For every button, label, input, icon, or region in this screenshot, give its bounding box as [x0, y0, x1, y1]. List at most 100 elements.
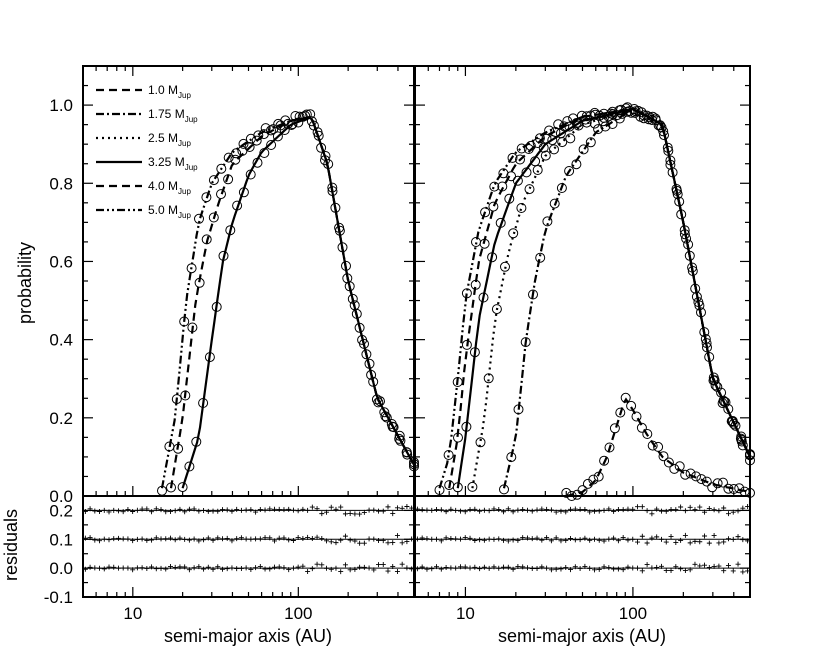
left-series-1-marker [223, 152, 234, 163]
left-residual-point [111, 564, 117, 570]
right-series-5-marker [694, 300, 705, 311]
right-residual-point [716, 563, 722, 569]
right-residual-point [740, 569, 746, 575]
left-series-1-marker [194, 213, 204, 224]
left-series-3-marker [252, 157, 263, 168]
right-residual-point [697, 563, 703, 569]
left-residual-point [158, 507, 164, 513]
right-residual-point [534, 566, 540, 572]
left-residual-point [333, 540, 339, 546]
left-residual-point [342, 533, 348, 539]
left-series-2-marker [173, 443, 184, 454]
right-residual-point [678, 504, 684, 510]
left-series-2-marker [187, 322, 198, 333]
right-residual-point [438, 538, 444, 544]
left-residual-point [97, 565, 103, 571]
left-residual-point [352, 538, 358, 544]
right-residual-point [510, 537, 516, 543]
left-residual-point [224, 507, 230, 513]
left-residual-point [130, 509, 136, 515]
left-residual-point [158, 565, 164, 571]
right-residual-point [563, 509, 569, 515]
right-residual-point [505, 506, 511, 512]
right-residual-point [572, 506, 578, 512]
right-residual-point [572, 564, 578, 570]
left-series-1-marker [179, 316, 190, 327]
right-residual-point [730, 509, 736, 515]
right-residual-point [702, 509, 708, 515]
left-residual-point [115, 535, 121, 541]
right-residual-point [472, 564, 478, 570]
left-residual-point [191, 536, 197, 542]
right-residual-point [591, 508, 597, 514]
right-series-6-marker [723, 483, 734, 494]
right-series-5-marker [672, 189, 683, 200]
right-residual-point [448, 565, 454, 571]
right-residual-point [606, 536, 612, 542]
left-residual-point [224, 535, 230, 541]
left-residual-point [172, 564, 178, 570]
right-residual-point [639, 568, 645, 574]
right-series-3-marker [495, 217, 506, 228]
left-series-2-line [169, 115, 415, 489]
right-series-6-marker [561, 487, 572, 498]
right-series-5-marker [571, 159, 582, 170]
right-residual-point [658, 536, 664, 542]
right-residual-point [515, 564, 521, 570]
right-residual-point [544, 535, 550, 541]
y-tick-label: 0.4 [49, 331, 73, 350]
right-residual-point [467, 565, 473, 571]
left-series-3-marker [279, 125, 290, 135]
left-series-2-marker [287, 119, 298, 130]
left-residual-point [163, 566, 169, 572]
right-residual-point [582, 535, 588, 541]
left-residual-point [177, 535, 183, 541]
left-residual-point [130, 567, 136, 573]
left-residual-point [205, 508, 211, 514]
right-series-4-marker [491, 304, 502, 315]
left-residual-point [319, 562, 325, 568]
left-residual-point [106, 564, 112, 570]
right-series-4-marker [557, 137, 568, 148]
right-series-6-marker [718, 477, 728, 488]
left-residual-point [376, 537, 382, 543]
left-residual-point [319, 536, 325, 542]
left-residual-point [182, 509, 188, 515]
right-residual-point [678, 566, 684, 572]
right-residual-point [462, 509, 468, 515]
right-residual-point [539, 506, 545, 512]
right-series-6-marker [615, 407, 626, 418]
left-series-2-marker [201, 234, 212, 245]
right-residual-point [429, 536, 435, 542]
right-series-5-marker [614, 113, 625, 124]
right-series-4-marker [516, 203, 527, 213]
right-residual-point [591, 567, 597, 573]
right-residual-point [601, 538, 607, 544]
left-residual-point [333, 506, 339, 512]
left-residual-point [163, 536, 169, 542]
left-residual-point [385, 568, 391, 574]
right-residual-point [706, 506, 712, 512]
right-residual-point [625, 564, 631, 570]
right-series-3-marker [487, 252, 498, 263]
left-residual-point [158, 536, 164, 542]
left-residual-point [215, 508, 221, 514]
right-residual-point [501, 509, 507, 515]
left-residual-point [352, 566, 358, 572]
right-residual-point [716, 508, 722, 514]
left-residual-point [106, 537, 112, 543]
left-series-3-marker [232, 200, 243, 211]
left-residual-point [262, 507, 268, 513]
left-series-3-line [181, 116, 415, 489]
left-residual-point [167, 509, 173, 515]
left-series-2-marker [244, 142, 255, 152]
left-series-3-marker [300, 110, 311, 121]
right-series-3-marker [710, 380, 721, 391]
right-residual-point [438, 566, 444, 572]
right-series-6-marker [636, 422, 647, 433]
left-residual-point [267, 506, 273, 512]
left-residual-point [238, 507, 244, 513]
left-residual-point [106, 509, 112, 515]
right-series-6-marker [593, 471, 604, 482]
right-series-4-marker [565, 133, 576, 144]
